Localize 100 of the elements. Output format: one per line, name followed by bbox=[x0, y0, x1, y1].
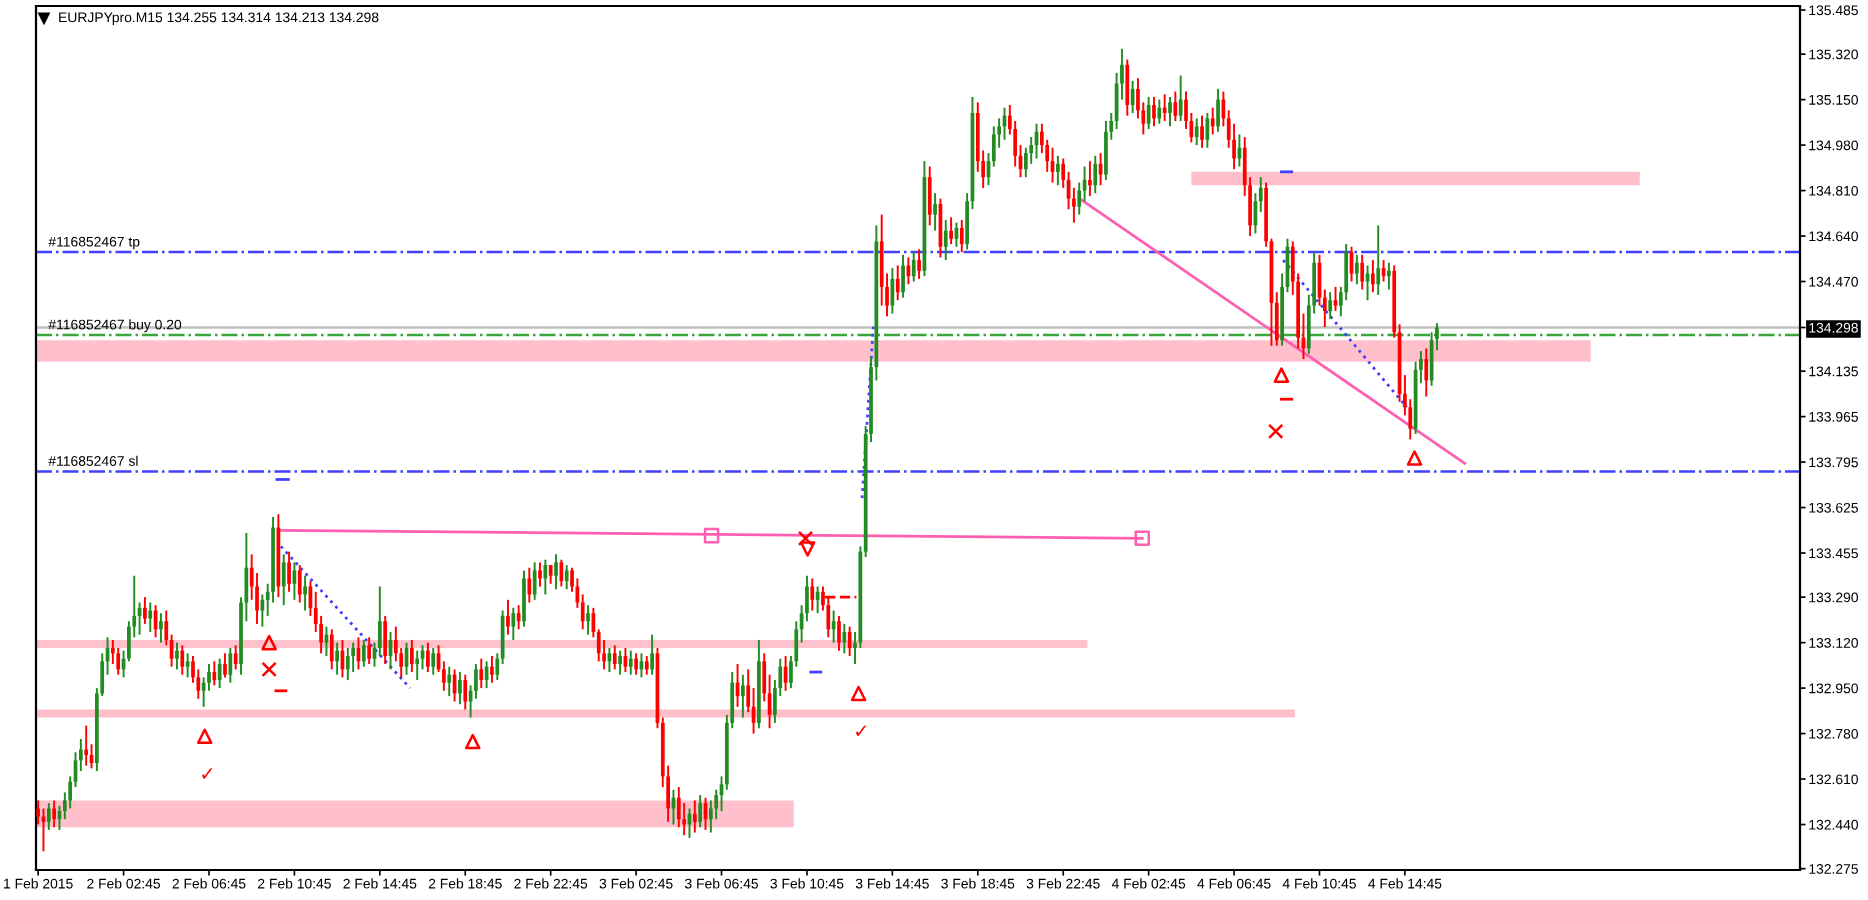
candlestick bbox=[335, 641, 339, 676]
candlestick bbox=[233, 644, 238, 671]
candlestick bbox=[1093, 154, 1098, 195]
candlestick bbox=[698, 794, 703, 829]
candlestick bbox=[159, 612, 163, 644]
point bbox=[261, 634, 277, 651]
candlestick bbox=[287, 550, 291, 593]
candlestick bbox=[1210, 106, 1215, 136]
point bbox=[1134, 530, 1150, 547]
candlestick bbox=[1152, 95, 1156, 128]
candlestick bbox=[345, 647, 350, 682]
candlestick bbox=[842, 622, 847, 655]
candlestick bbox=[901, 253, 905, 299]
candlestick bbox=[463, 673, 468, 711]
candlestick bbox=[895, 264, 900, 302]
candlestick bbox=[511, 606, 516, 641]
annotation: ✓ bbox=[856, 725, 867, 736]
candlestick bbox=[479, 657, 484, 690]
candlestick bbox=[52, 799, 57, 829]
candlestick bbox=[527, 566, 532, 604]
candlestick bbox=[548, 564, 553, 585]
candlestick bbox=[692, 799, 697, 834]
annotation: ✓ bbox=[202, 768, 213, 779]
candlestick bbox=[116, 647, 121, 676]
candlestick bbox=[1365, 264, 1370, 302]
point bbox=[703, 527, 720, 544]
candlestick bbox=[217, 657, 222, 690]
candlestick bbox=[538, 561, 542, 588]
candlestick bbox=[810, 577, 815, 612]
point bbox=[797, 530, 814, 547]
candlestick bbox=[1200, 114, 1204, 149]
candlestick bbox=[415, 649, 420, 682]
candlestick bbox=[644, 655, 649, 676]
point bbox=[261, 661, 277, 678]
candlestick bbox=[618, 649, 622, 676]
candlestick bbox=[911, 251, 916, 283]
candlestick bbox=[1194, 117, 1199, 147]
candlestick bbox=[522, 569, 526, 628]
candlestick bbox=[175, 641, 179, 671]
candlestick bbox=[1387, 261, 1391, 291]
candlestick bbox=[543, 558, 548, 596]
candlestick bbox=[1178, 74, 1183, 122]
candlestick bbox=[1168, 95, 1172, 128]
candlestick bbox=[1424, 347, 1429, 398]
candlestick bbox=[1333, 285, 1338, 312]
candlestick bbox=[516, 604, 521, 631]
candlestick bbox=[959, 219, 964, 254]
candlestick bbox=[351, 641, 355, 674]
candlestick bbox=[329, 628, 334, 671]
candlestick bbox=[506, 598, 510, 636]
candlestick bbox=[831, 609, 836, 644]
candlestick bbox=[46, 802, 51, 831]
candlestick bbox=[1376, 224, 1381, 296]
candlestick bbox=[1056, 154, 1060, 187]
point bbox=[1406, 450, 1423, 466]
candlestick bbox=[212, 660, 217, 687]
point bbox=[1273, 367, 1290, 383]
candlestick bbox=[1173, 90, 1178, 122]
candlestick bbox=[1125, 58, 1130, 117]
candlestick bbox=[148, 601, 153, 633]
candlestick bbox=[949, 216, 953, 246]
candlestick bbox=[410, 638, 414, 674]
candlestick bbox=[943, 219, 948, 262]
candlestick bbox=[564, 564, 569, 591]
candlestick bbox=[281, 553, 286, 607]
candlestick bbox=[447, 665, 452, 698]
candlestick bbox=[1162, 93, 1167, 122]
candlestick bbox=[458, 671, 462, 706]
candlestick bbox=[1157, 98, 1162, 125]
point bbox=[196, 728, 213, 745]
candlestick bbox=[847, 625, 852, 657]
candlestick bbox=[1216, 87, 1220, 133]
point bbox=[1267, 423, 1284, 440]
candlestick bbox=[741, 673, 745, 719]
candlestick bbox=[303, 574, 307, 612]
candlestick bbox=[612, 644, 617, 671]
candlestick bbox=[927, 165, 932, 227]
candlestick bbox=[933, 192, 937, 232]
candlestick bbox=[634, 652, 638, 676]
candlestick bbox=[490, 655, 494, 684]
candlestick bbox=[676, 786, 681, 829]
candlestick bbox=[1371, 259, 1375, 294]
candlestick bbox=[367, 636, 372, 665]
point bbox=[799, 541, 816, 557]
candlestick bbox=[143, 596, 147, 625]
candlestick bbox=[1104, 120, 1108, 181]
candlestick bbox=[1146, 95, 1151, 131]
candlestick bbox=[426, 641, 430, 674]
candlestick bbox=[532, 561, 537, 601]
candlestick bbox=[361, 638, 366, 668]
point bbox=[464, 733, 481, 750]
candlestick bbox=[223, 652, 227, 679]
candlestick bbox=[1088, 160, 1092, 197]
candlestick bbox=[431, 647, 436, 676]
candlestick bbox=[837, 614, 841, 652]
candlestick bbox=[228, 647, 233, 684]
candlestick bbox=[297, 564, 302, 604]
candlestick bbox=[180, 644, 185, 676]
candlestick bbox=[586, 604, 590, 636]
candlestick bbox=[84, 724, 89, 767]
